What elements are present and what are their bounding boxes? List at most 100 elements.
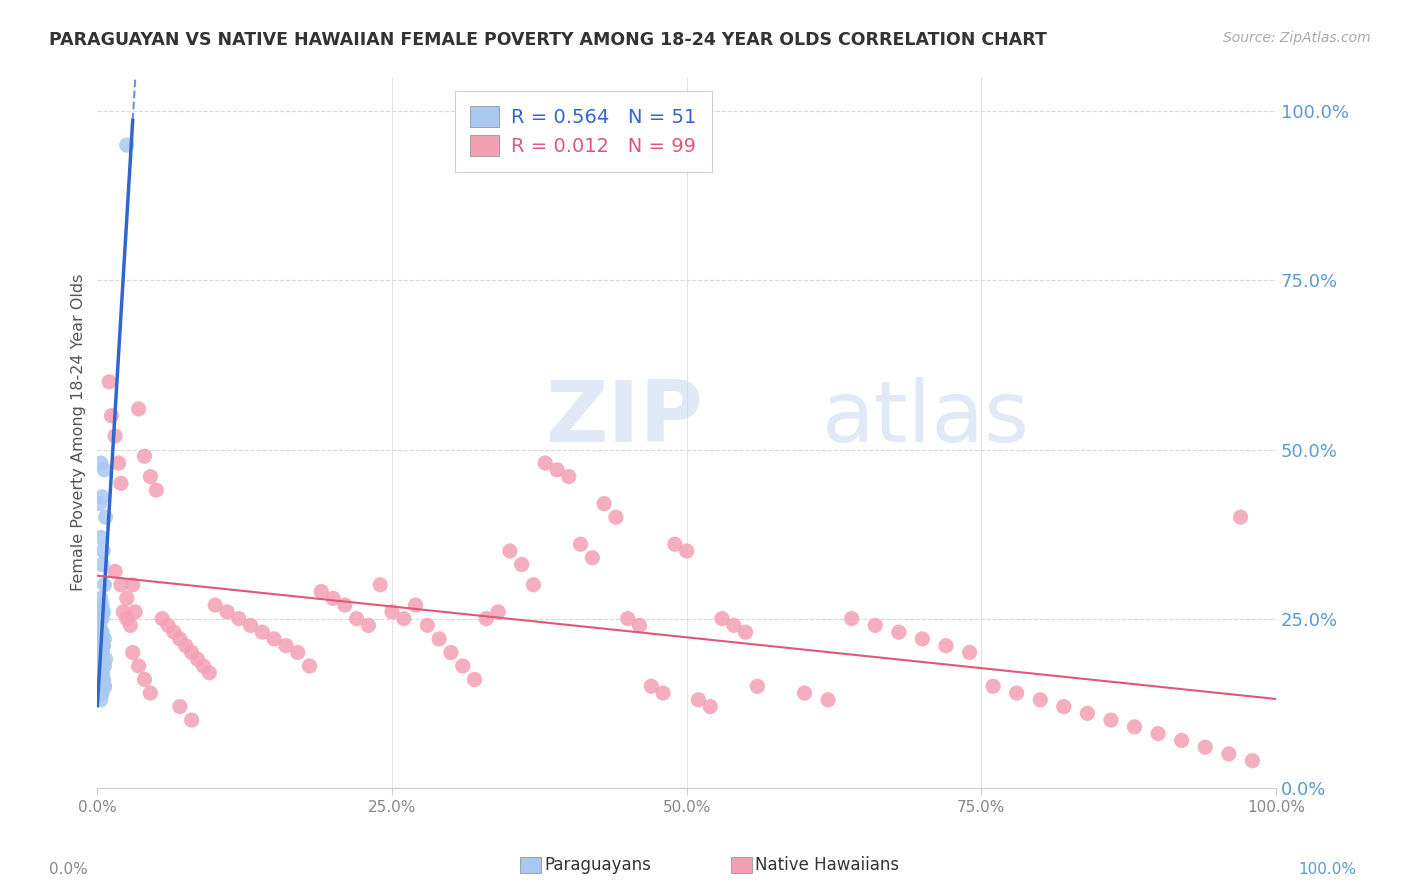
Point <box>91 686 114 700</box>
Point <box>150 612 173 626</box>
Point <box>93 463 115 477</box>
Point <box>93 632 115 646</box>
Point <box>1194 740 1216 755</box>
Point <box>675 544 697 558</box>
Point <box>91 639 114 653</box>
Point <box>91 544 114 558</box>
Point <box>287 645 309 659</box>
Point <box>134 450 156 464</box>
Point <box>91 673 114 687</box>
Point <box>169 632 191 646</box>
Point <box>174 639 197 653</box>
Point <box>239 618 262 632</box>
Point <box>91 558 114 572</box>
Point <box>93 679 115 693</box>
Point <box>475 612 498 626</box>
Point <box>121 645 143 659</box>
Point <box>569 537 592 551</box>
Point <box>89 632 111 646</box>
Point <box>357 618 380 632</box>
Point <box>616 612 638 626</box>
Point <box>486 605 509 619</box>
Point <box>157 618 180 632</box>
Point <box>91 639 114 653</box>
Point <box>1076 706 1098 721</box>
Point <box>416 618 439 632</box>
Point <box>723 618 745 632</box>
Point <box>252 625 274 640</box>
Point <box>605 510 627 524</box>
Point <box>1053 699 1076 714</box>
Point <box>204 598 226 612</box>
Point <box>94 510 117 524</box>
Y-axis label: Female Poverty Among 18-24 Year Olds: Female Poverty Among 18-24 Year Olds <box>72 274 86 591</box>
Point <box>935 639 957 653</box>
Text: 0.0%: 0.0% <box>49 863 89 877</box>
Point <box>110 476 132 491</box>
Point <box>298 659 321 673</box>
Text: ZIP: ZIP <box>546 377 703 460</box>
Point <box>90 625 112 640</box>
Point <box>91 665 114 680</box>
Point <box>91 652 114 666</box>
Point <box>91 490 114 504</box>
Point <box>90 686 112 700</box>
Point <box>104 564 127 578</box>
Point <box>463 673 485 687</box>
Point <box>139 469 162 483</box>
Point <box>863 618 886 632</box>
Point <box>1029 693 1052 707</box>
Point <box>981 679 1004 693</box>
Point <box>90 591 112 606</box>
Point <box>169 699 191 714</box>
Point <box>91 598 114 612</box>
Point <box>91 659 114 673</box>
Point <box>90 645 112 659</box>
Point <box>333 598 356 612</box>
Point <box>346 612 368 626</box>
Point <box>640 679 662 693</box>
Point <box>145 483 167 497</box>
Point <box>534 456 557 470</box>
Point <box>93 578 115 592</box>
Point <box>274 639 297 653</box>
Point <box>128 401 150 416</box>
Point <box>90 652 112 666</box>
Point <box>427 632 450 646</box>
Point <box>93 659 115 673</box>
Point <box>128 659 150 673</box>
Point <box>186 652 208 666</box>
Point <box>1147 726 1170 740</box>
Point <box>228 612 250 626</box>
Point <box>405 598 427 612</box>
Point <box>93 679 115 693</box>
Point <box>89 497 111 511</box>
Point <box>664 537 686 551</box>
Point <box>1218 747 1240 761</box>
Point <box>91 605 114 619</box>
Point <box>91 673 114 687</box>
Point <box>381 605 404 619</box>
Point <box>124 605 146 619</box>
Point <box>1005 686 1028 700</box>
Point <box>688 693 710 707</box>
Point <box>91 645 114 659</box>
Point <box>120 618 142 632</box>
Text: Native Hawaiians: Native Hawaiians <box>755 856 900 874</box>
Point <box>90 665 112 680</box>
Point <box>887 625 910 640</box>
Point <box>440 645 463 659</box>
Text: 100.0%: 100.0% <box>1299 863 1357 877</box>
Point <box>368 578 391 592</box>
Point <box>89 632 111 646</box>
Point <box>90 693 112 707</box>
Point <box>793 686 815 700</box>
Point <box>90 531 112 545</box>
Point <box>91 665 114 680</box>
Point <box>198 665 221 680</box>
Point <box>1099 713 1122 727</box>
Point <box>699 699 721 714</box>
Point <box>121 578 143 592</box>
Point <box>110 578 132 592</box>
Point <box>734 625 756 640</box>
